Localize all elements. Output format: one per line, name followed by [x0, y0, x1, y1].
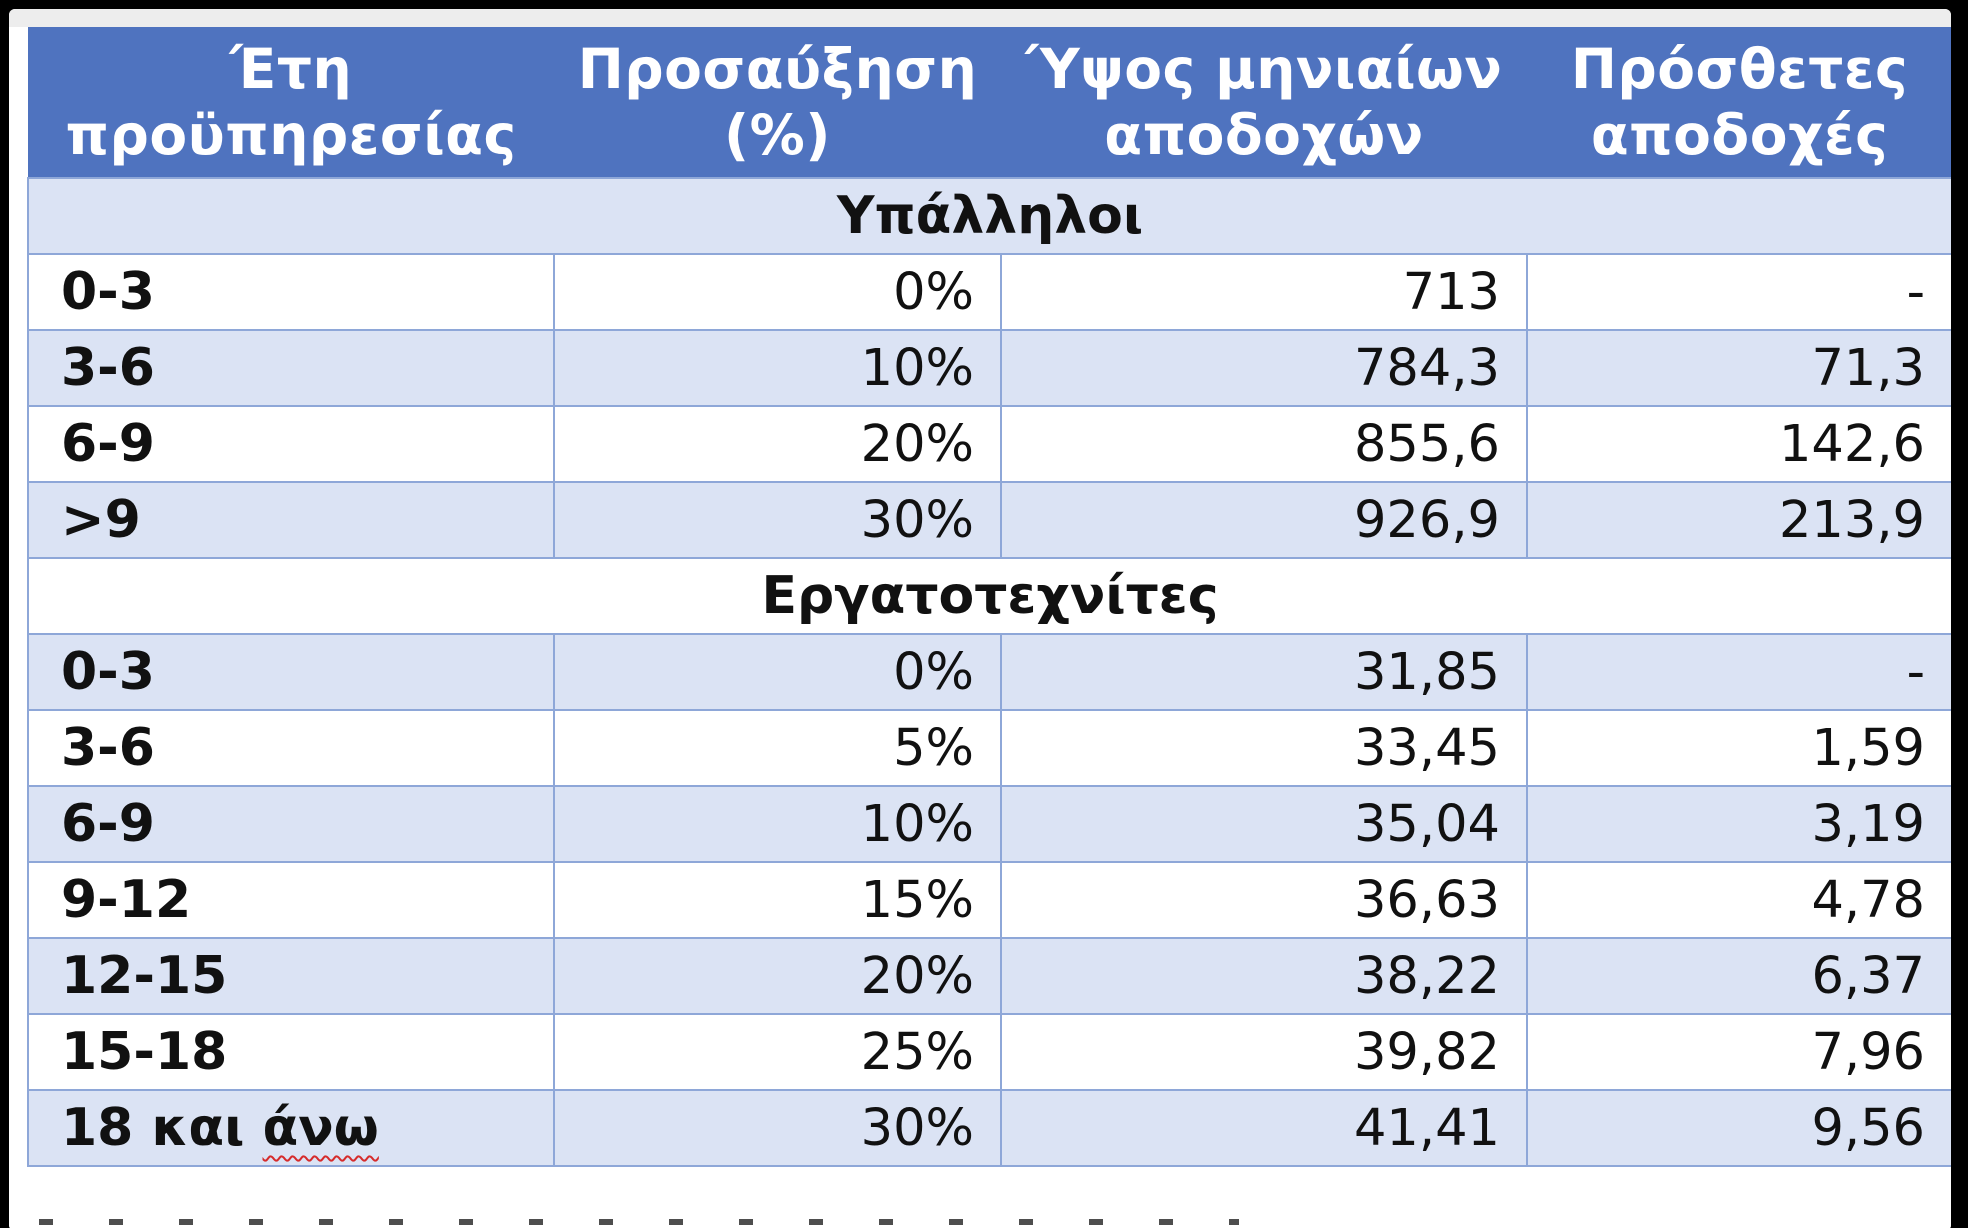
header-extra-pay: Πρόσθετες αποδοχές: [1527, 27, 1951, 178]
years-cell: 6-9: [27, 405, 555, 483]
header-years-of-service: Έτη προϋπηρεσίας: [28, 27, 554, 178]
increase-cell: 30%: [553, 1089, 1002, 1167]
increase-cell: 5%: [553, 709, 1002, 787]
table-row: 6-9 20% 855,6 142,6: [27, 405, 1951, 483]
spellcheck-word[interactable]: άνω: [262, 1098, 379, 1158]
amount-cell: 713: [1000, 253, 1528, 331]
section-row-employees: Υπάλληλοι: [27, 177, 1951, 255]
years-cell: 18 και άνω: [27, 1089, 555, 1167]
section-row-workers: Εργατοτεχνίτες: [27, 557, 1951, 635]
amount-cell: 38,22: [1000, 937, 1528, 1015]
table-row: 0-3 0% 31,85 -: [27, 633, 1951, 711]
increase-cell: 30%: [553, 481, 1002, 559]
years-cell: 9-12: [27, 861, 555, 939]
extra-cell: 1,59: [1526, 709, 1951, 787]
extra-cell: 7,96: [1526, 1013, 1951, 1091]
extra-cell: 9,56: [1526, 1089, 1951, 1167]
section-title: Υπάλληλοι: [27, 177, 1951, 255]
table-row: 0-3 0% 713 -: [27, 253, 1951, 331]
years-prefix: 18 και: [61, 1098, 245, 1158]
years-cell: 3-6: [27, 329, 555, 407]
amount-cell: 39,82: [1000, 1013, 1528, 1091]
table-row: 9-12 15% 36,63 4,78: [27, 861, 1951, 939]
extra-cell: 4,78: [1526, 861, 1951, 939]
increase-cell: 25%: [553, 1013, 1002, 1091]
table-row: 15-18 25% 39,82 7,96: [27, 1013, 1951, 1091]
table-row: 12-15 20% 38,22 6,37: [27, 937, 1951, 1015]
increase-cell: 0%: [553, 253, 1002, 331]
header-increase-percent: Προσαύξηση (%): [554, 27, 1001, 178]
extra-cell: 142,6: [1526, 405, 1951, 483]
extra-cell: 213,9: [1526, 481, 1951, 559]
extra-cell: -: [1526, 633, 1951, 711]
years-cell: 0-3: [27, 633, 555, 711]
table-row: 18 και άνω 30% 41,41 9,56: [27, 1089, 1951, 1167]
document-page: Έτη προϋπηρεσίας Προσαύξηση (%) Ύψος μην…: [9, 9, 1951, 1228]
amount-cell: 926,9: [1000, 481, 1528, 559]
years-cell: >9: [27, 481, 555, 559]
cut-off-footnote: [9, 1209, 1951, 1228]
years-cell: 6-9: [27, 785, 555, 863]
amount-cell: 855,6: [1000, 405, 1528, 483]
years-cell: 0-3: [27, 253, 555, 331]
cut-off-text-fragment: [39, 1219, 1239, 1225]
header-monthly-pay: Ύψος μηνιαίων αποδοχών: [1001, 27, 1527, 178]
table-row: 6-9 10% 35,04 3,19: [27, 785, 1951, 863]
table-row: 3-6 5% 33,45 1,59: [27, 709, 1951, 787]
header-row: Έτη προϋπηρεσίας Προσαύξηση (%) Ύψος μην…: [28, 27, 1951, 178]
amount-cell: 31,85: [1000, 633, 1528, 711]
increase-cell: 10%: [553, 785, 1002, 863]
extra-cell: 3,19: [1526, 785, 1951, 863]
extra-cell: 71,3: [1526, 329, 1951, 407]
amount-cell: 35,04: [1000, 785, 1528, 863]
section-title: Εργατοτεχνίτες: [27, 557, 1951, 635]
increase-cell: 20%: [553, 405, 1002, 483]
increase-cell: 0%: [553, 633, 1002, 711]
table-row: 3-6 10% 784,3 71,3: [27, 329, 1951, 407]
years-cell: 12-15: [27, 937, 555, 1015]
amount-cell: 784,3: [1000, 329, 1528, 407]
amount-cell: 41,41: [1000, 1089, 1528, 1167]
increase-cell: 20%: [553, 937, 1002, 1015]
extra-cell: -: [1526, 253, 1951, 331]
table-row: >9 30% 926,9 213,9: [27, 481, 1951, 559]
seniority-pay-table: Έτη προϋπηρεσίας Προσαύξηση (%) Ύψος μην…: [27, 27, 1951, 1167]
amount-cell: 36,63: [1000, 861, 1528, 939]
page-top-strip: [9, 9, 1951, 27]
increase-cell: 15%: [553, 861, 1002, 939]
increase-cell: 10%: [553, 329, 1002, 407]
years-cell: 3-6: [27, 709, 555, 787]
years-cell: 15-18: [27, 1013, 555, 1091]
amount-cell: 33,45: [1000, 709, 1528, 787]
extra-cell: 6,37: [1526, 937, 1951, 1015]
